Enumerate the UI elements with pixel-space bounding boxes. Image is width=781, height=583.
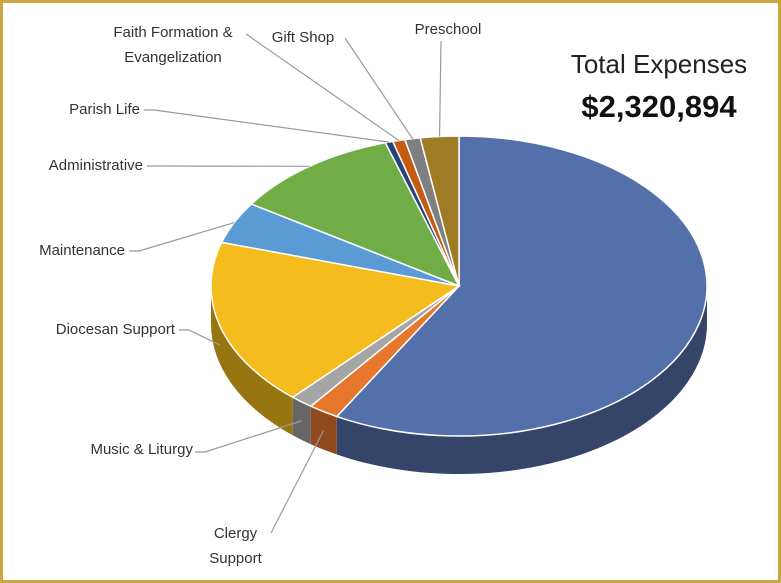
- slice-side: [336, 286, 707, 474]
- slice-label: Parish Life: [69, 101, 140, 118]
- pie-canvas: [129, 33, 708, 534]
- leader-line: [344, 37, 414, 139]
- leader-line: [270, 430, 325, 534]
- chart-subtitle: $2,320,894: [581, 89, 737, 124]
- leader-line: [245, 33, 400, 141]
- slice-label: Preschool: [414, 21, 482, 38]
- slice-label: Maintenance: [39, 242, 125, 259]
- leader-line: [195, 420, 302, 453]
- slice-side: [211, 286, 293, 436]
- leader-line: [179, 329, 221, 346]
- slice-label: Faith Formation & Evangelization: [113, 24, 233, 66]
- slice-label: Clergy Support: [209, 525, 262, 567]
- slice-label: Diocesan Support: [55, 321, 175, 338]
- slice: [335, 135, 708, 437]
- slice-label: Gift Shop: [271, 29, 335, 46]
- chart-title: Total Expenses: [570, 49, 748, 79]
- leader-line: [129, 221, 235, 252]
- slice: [249, 141, 461, 288]
- slice: [210, 241, 461, 399]
- slice-label: Music & Liturgy: [90, 441, 193, 458]
- leader-line: [438, 40, 442, 137]
- slice: [419, 135, 460, 287]
- slice-side: [292, 397, 311, 445]
- leader-line: [144, 109, 390, 143]
- slice-label: Administrative: [48, 157, 143, 174]
